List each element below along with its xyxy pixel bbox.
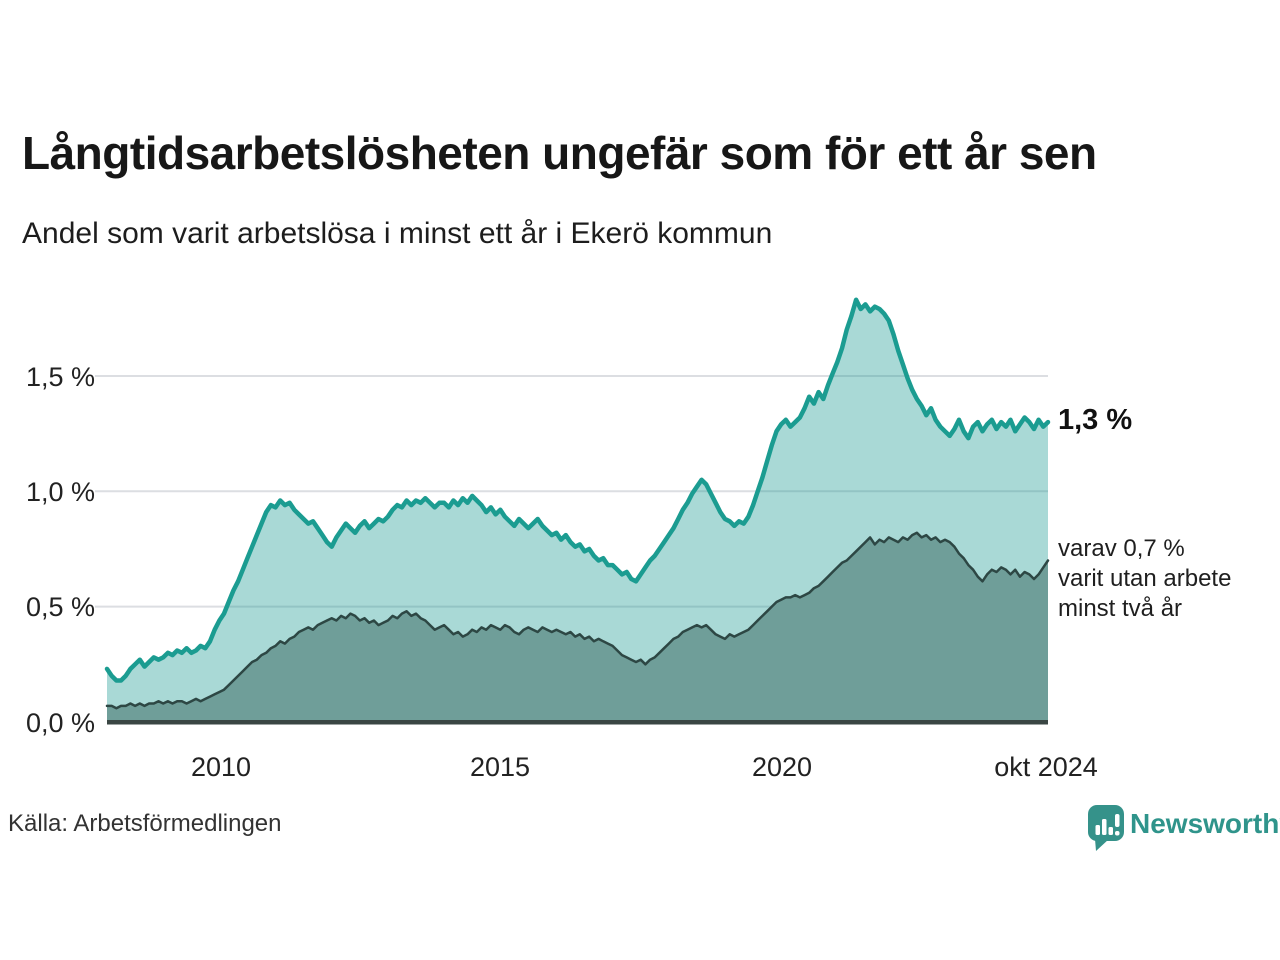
y-axis-label: 0,5 % [25, 592, 95, 622]
series-minst-tva-ar-area [107, 532, 1048, 722]
y-axis-label: 1,0 % [25, 477, 95, 507]
series-minst-tva-ar-line [105, 531, 1050, 710]
x-axis-label: 2020 [751, 752, 813, 782]
x-axis-line [107, 720, 1048, 725]
newsworthy-icon [1088, 805, 1124, 851]
secondary-annotation-line: varit utan arbete [1058, 565, 1232, 592]
y-axis-label: 1,5 % [25, 362, 95, 392]
series-minst-ett-ar-line [104, 297, 1051, 683]
x-axis-label: 2010 [190, 752, 252, 782]
x-axis-label: 2015 [469, 752, 531, 782]
y-axis-label: 0,0 % [25, 708, 95, 738]
x-axis-label: okt 2024 [994, 752, 1098, 782]
secondary-annotation-line: minst två år [1058, 595, 1183, 622]
page-title: Långtidsarbetslösheten ungefär som för e… [22, 127, 1097, 179]
area-chart [0, 260, 1280, 800]
secondary-annotation: varav 0,7 % varit utan arbete minst två … [1058, 534, 1231, 624]
secondary-annotation-line: varav 0,7 % [1058, 535, 1185, 562]
source-caption: Källa: Arbetsförmedlingen [8, 810, 282, 837]
page-subtitle: Andel som varit arbetslösa i minst ett å… [22, 217, 773, 250]
latest-value-annotation: 1,3 % [1058, 404, 1133, 436]
brand-name: Newsworthy [1130, 808, 1280, 839]
brand-logo: Newsworthy [1086, 802, 1280, 852]
